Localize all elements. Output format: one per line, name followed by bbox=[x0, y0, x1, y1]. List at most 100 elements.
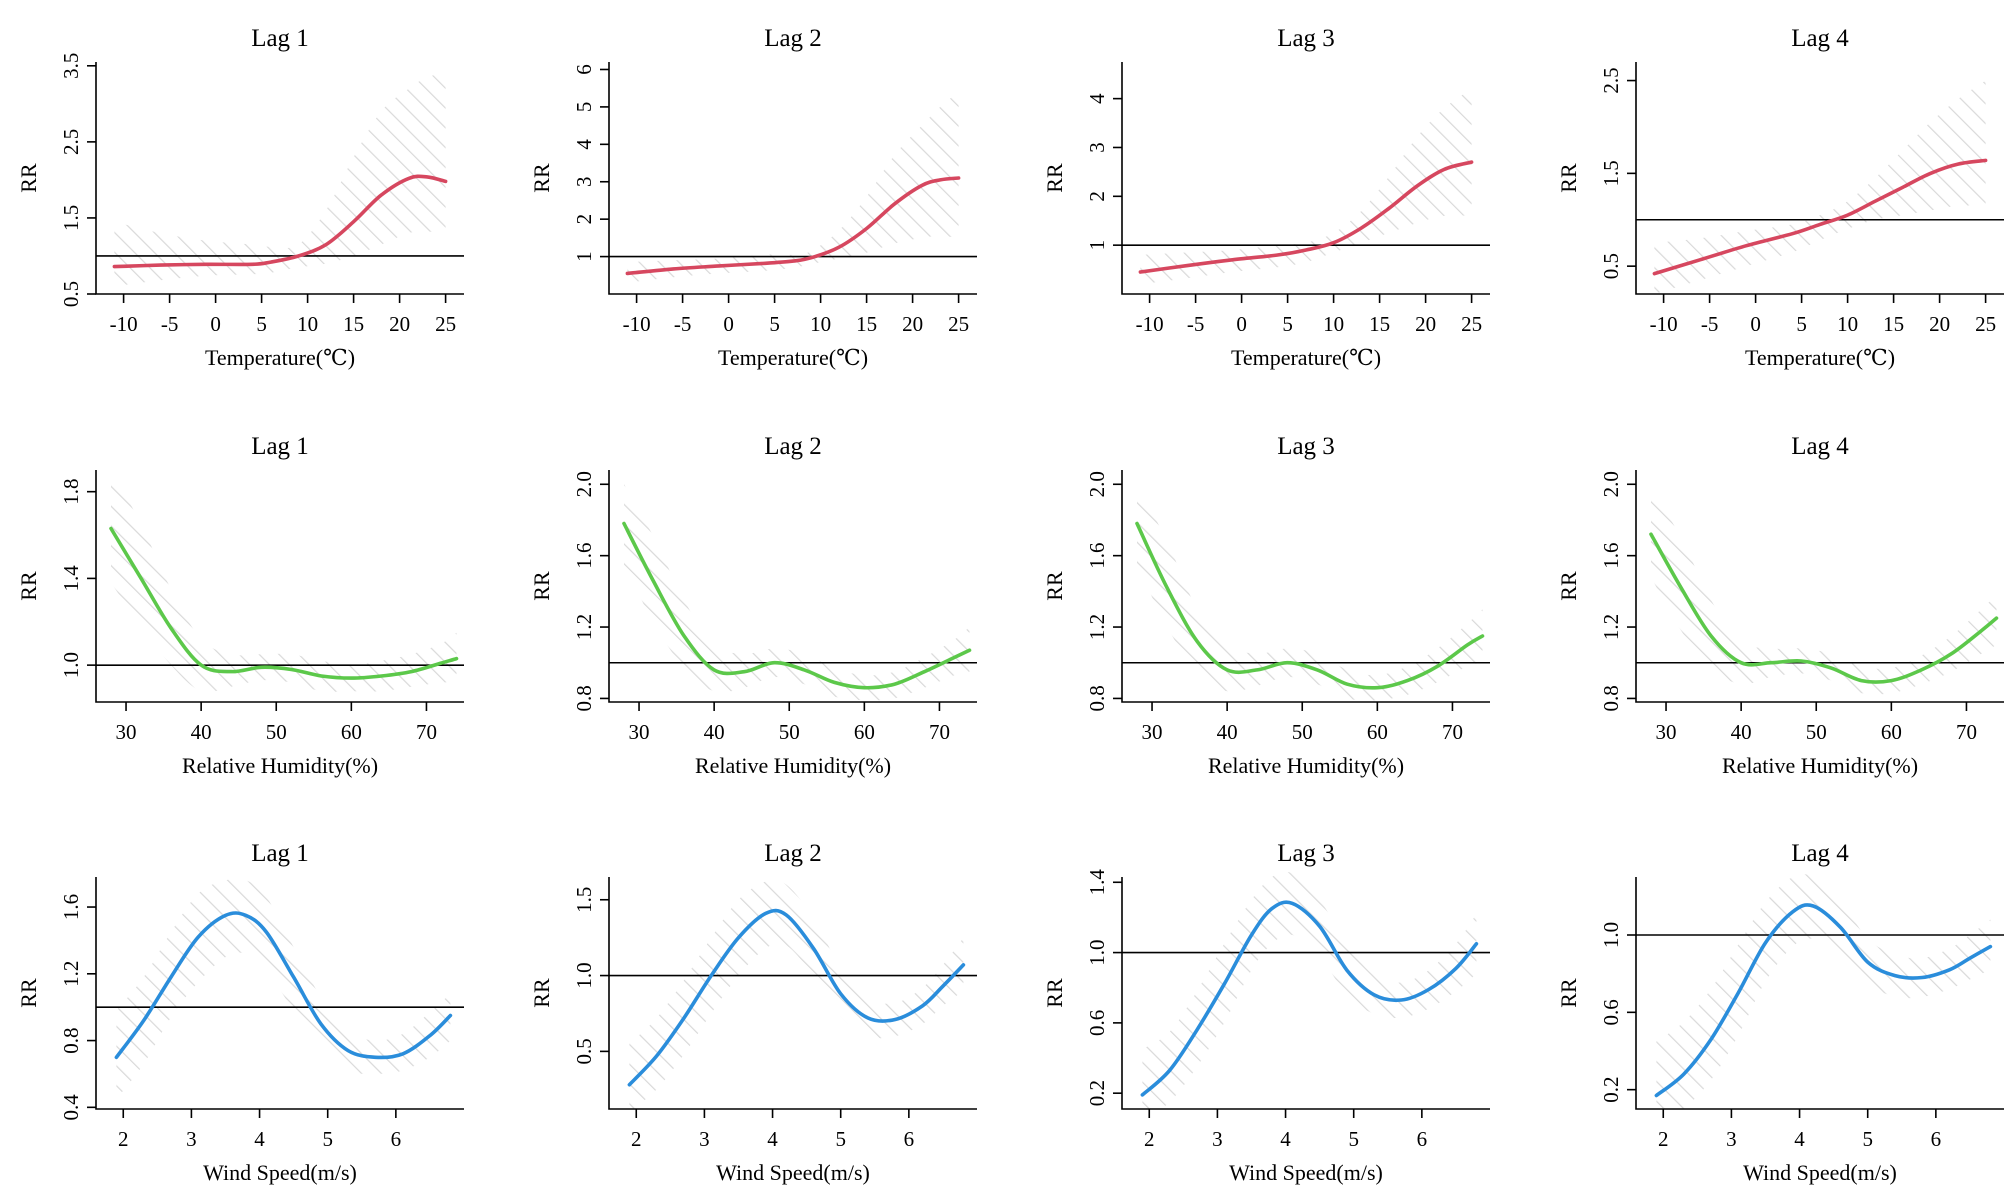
ci-band bbox=[1651, 487, 1997, 695]
y-tick-label: 0.8 bbox=[1085, 685, 1109, 711]
x-tick-label: 30 bbox=[1142, 720, 1163, 744]
panel-2-4: 30 40 50 60 70 0.8 1.2 1.6 2.0 Lag 4 Relative Humi… bbox=[1556, 433, 2004, 778]
y-tick-label: 1.4 bbox=[59, 565, 83, 592]
x-tick-label: -5 bbox=[1701, 312, 1719, 336]
y-tick-label: 0.8 bbox=[59, 1027, 83, 1053]
y-tick-label: 1.5 bbox=[59, 205, 83, 231]
panel-1-2: -10 -5 0 5 10 15 20 25 1 2 3 4 5 6 Lag 2 Temperature(℃)… bbox=[529, 25, 977, 370]
x-tick-label: 5 bbox=[1796, 312, 1807, 336]
axis-lines bbox=[608, 470, 977, 703]
axis-lines bbox=[608, 877, 977, 1110]
x-axis-label: Relative Humidity(%) bbox=[1208, 753, 1404, 778]
x-axis-label: Wind Speed(m/s) bbox=[716, 1160, 870, 1185]
panel-title: Lag 1 bbox=[251, 25, 309, 52]
x-tick-label: 15 bbox=[343, 312, 364, 336]
y-axis-label: RR bbox=[529, 163, 554, 193]
rr-curve bbox=[1140, 900, 1479, 1097]
x-tick-label: 60 bbox=[1881, 720, 1902, 744]
panel-title: Lag 3 bbox=[1277, 433, 1335, 460]
x-axis-label: Wind Speed(m/s) bbox=[1743, 1160, 1897, 1185]
y-tick-label: 0.8 bbox=[572, 685, 596, 711]
y-tick-label: 0.2 bbox=[1599, 1077, 1623, 1103]
y-tick-label: 1.6 bbox=[1085, 543, 1109, 569]
x-tick-label: 0 bbox=[1750, 312, 1761, 336]
panel-3-2: 2 3 4 5 6 0.5 1.0 1.5 Lag 2 Wind Speed(m/s) RR bbox=[529, 840, 977, 1185]
x-tick-label: -10 bbox=[1136, 312, 1164, 336]
panel-2-1: 30 40 50 60 70 1.0 1.4 1.8 Lag 1 Relative Humidit… bbox=[16, 433, 464, 778]
y-tick-label: 1 bbox=[572, 251, 596, 262]
x-tick-label: 50 bbox=[1806, 720, 1827, 744]
x-tick-label: 15 bbox=[1369, 312, 1390, 336]
y-tick-label: 3 bbox=[1085, 142, 1109, 153]
y-axis-label: RR bbox=[1556, 163, 1581, 193]
y-tick-label: 1.8 bbox=[59, 479, 83, 505]
rr-curve bbox=[114, 911, 453, 1060]
panel-title: Lag 4 bbox=[1791, 25, 1849, 52]
x-axis-label: Temperature(℃) bbox=[205, 345, 355, 370]
y-tick-label: 0.6 bbox=[1599, 999, 1623, 1025]
panel-title: Lag 2 bbox=[764, 840, 822, 867]
x-tick-label: 6 bbox=[904, 1127, 915, 1151]
y-tick-label: 1.0 bbox=[572, 962, 596, 988]
x-tick-label: 3 bbox=[1726, 1127, 1737, 1151]
x-tick-label: 70 bbox=[1956, 720, 1977, 744]
x-tick-label: 25 bbox=[435, 312, 456, 336]
x-tick-label: 30 bbox=[116, 720, 137, 744]
y-tick-label: 1.4 bbox=[1085, 869, 1109, 896]
x-tick-label: -5 bbox=[1187, 312, 1205, 336]
axis-lines bbox=[1121, 62, 1490, 295]
panel-title: Lag 1 bbox=[251, 433, 309, 460]
y-tick-label: 2.0 bbox=[572, 471, 596, 497]
x-tick-label: -5 bbox=[161, 312, 179, 336]
x-tick-label: 40 bbox=[704, 720, 725, 744]
x-tick-label: -10 bbox=[1650, 312, 1678, 336]
axis-lines bbox=[1121, 470, 1490, 703]
ci-band bbox=[1654, 80, 1986, 294]
axis-lines bbox=[1635, 877, 2004, 1110]
x-tick-label: 2 bbox=[1144, 1127, 1155, 1151]
x-tick-label: 40 bbox=[1731, 720, 1752, 744]
x-tick-label: 20 bbox=[1929, 312, 1950, 336]
y-axis-label: RR bbox=[1042, 163, 1067, 193]
x-tick-label: -5 bbox=[674, 312, 692, 336]
y-tick-label: 1.2 bbox=[1599, 614, 1623, 640]
panel-3-4: 2 3 4 5 6 0.2 0.6 1.0 Lag 4 Wind Speed(m/s) RR bbox=[1556, 840, 2004, 1185]
panel-title: Lag 3 bbox=[1277, 25, 1335, 52]
x-tick-label: 30 bbox=[629, 720, 650, 744]
panel-title: Lag 4 bbox=[1791, 840, 1849, 867]
ci-band bbox=[627, 91, 959, 283]
y-tick-label: 1.6 bbox=[572, 543, 596, 569]
x-tick-label: 10 bbox=[1323, 312, 1344, 336]
y-tick-label: 1.2 bbox=[1085, 614, 1109, 640]
y-axis-label: RR bbox=[16, 163, 41, 193]
x-tick-label: 2 bbox=[118, 1127, 129, 1151]
x-tick-label: 50 bbox=[779, 720, 800, 744]
y-tick-label: 2.0 bbox=[1599, 471, 1623, 497]
y-tick-label: 4 bbox=[1085, 93, 1109, 104]
y-tick-label: 1.2 bbox=[572, 614, 596, 640]
x-tick-label: 5 bbox=[769, 312, 780, 336]
y-tick-label: 1.6 bbox=[1599, 543, 1623, 569]
y-tick-label: 1.0 bbox=[1599, 922, 1623, 948]
y-tick-label: 3 bbox=[572, 176, 596, 187]
x-tick-label: 0 bbox=[210, 312, 221, 336]
x-axis-label: Relative Humidity(%) bbox=[182, 753, 378, 778]
x-tick-label: 20 bbox=[1415, 312, 1436, 336]
x-tick-label: 6 bbox=[391, 1127, 402, 1151]
x-tick-label: 2 bbox=[631, 1127, 642, 1151]
x-tick-label: 50 bbox=[266, 720, 287, 744]
x-axis-label: Temperature(℃) bbox=[1231, 345, 1381, 370]
y-tick-label: 0.8 bbox=[1599, 685, 1623, 711]
y-tick-label: 2 bbox=[1085, 191, 1109, 202]
x-tick-label: 10 bbox=[1837, 312, 1858, 336]
rr-curve bbox=[1654, 903, 1993, 1098]
rr-curve bbox=[627, 908, 966, 1087]
x-tick-label: 60 bbox=[854, 720, 875, 744]
x-tick-label: 20 bbox=[389, 312, 410, 336]
y-axis-label: RR bbox=[529, 571, 554, 601]
panel-1-1: -10 -5 0 5 10 15 20 25 0.5 1.5 2.5 3.5 Lag 1 Temperat… bbox=[16, 25, 464, 370]
panel-3-3: 2 3 4 5 6 0.2 0.6 1.0 1.4 Lag 3 Wind Speed(m/s) RR bbox=[1042, 840, 1490, 1185]
ci-band bbox=[111, 470, 457, 693]
rr-curve bbox=[1138, 160, 1474, 274]
